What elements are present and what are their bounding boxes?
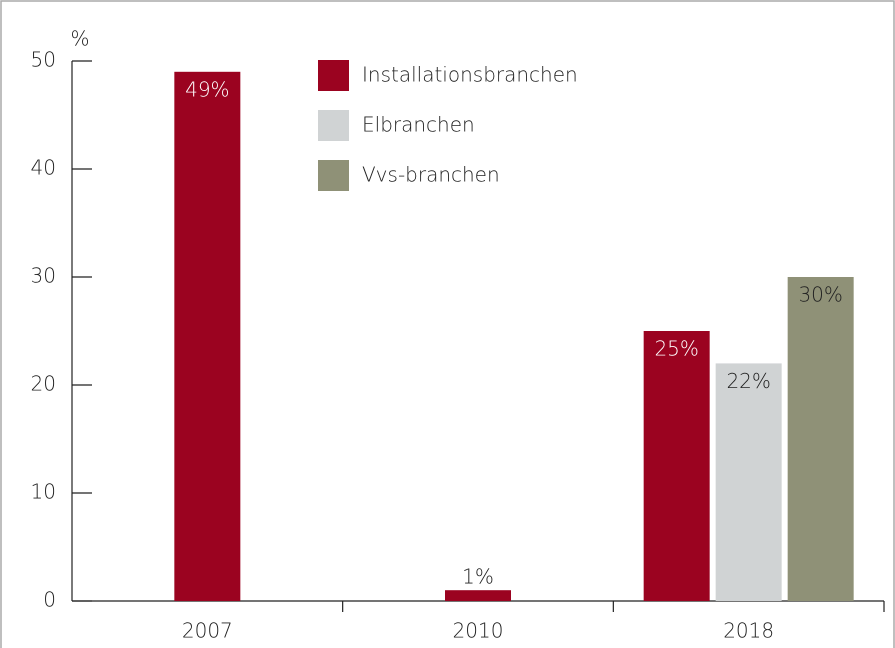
x-tick-label: 2018 <box>723 619 774 643</box>
value-label: 49% <box>185 77 229 101</box>
value-label: 25% <box>654 337 698 361</box>
bar <box>787 277 854 601</box>
legend-swatch <box>318 160 349 191</box>
y-tick-label: 20 <box>31 372 56 396</box>
value-label: 22% <box>726 369 770 393</box>
legend-label: Vvs-branchen <box>362 163 500 187</box>
bar <box>643 331 710 601</box>
y-tick-label: 10 <box>31 480 56 504</box>
x-tick-label: 2007 <box>182 619 233 643</box>
bar <box>445 590 511 601</box>
value-label: 1% <box>462 565 494 589</box>
x-tick-label: 2010 <box>453 619 504 643</box>
legend-label: Elbranchen <box>362 113 475 137</box>
value-label: 30% <box>798 283 842 307</box>
bar <box>715 363 782 601</box>
legend-label: Installationsbranchen <box>362 63 578 87</box>
legend-swatch <box>318 60 349 91</box>
bar <box>174 71 241 602</box>
y-tick-label: 0 <box>43 588 56 612</box>
y-tick-label: 30 <box>31 264 56 288</box>
legend-swatch <box>318 110 349 141</box>
y-tick-label: 40 <box>31 156 56 180</box>
y-tick-label: 50 <box>31 48 56 72</box>
y-axis-label: % <box>70 27 89 51</box>
